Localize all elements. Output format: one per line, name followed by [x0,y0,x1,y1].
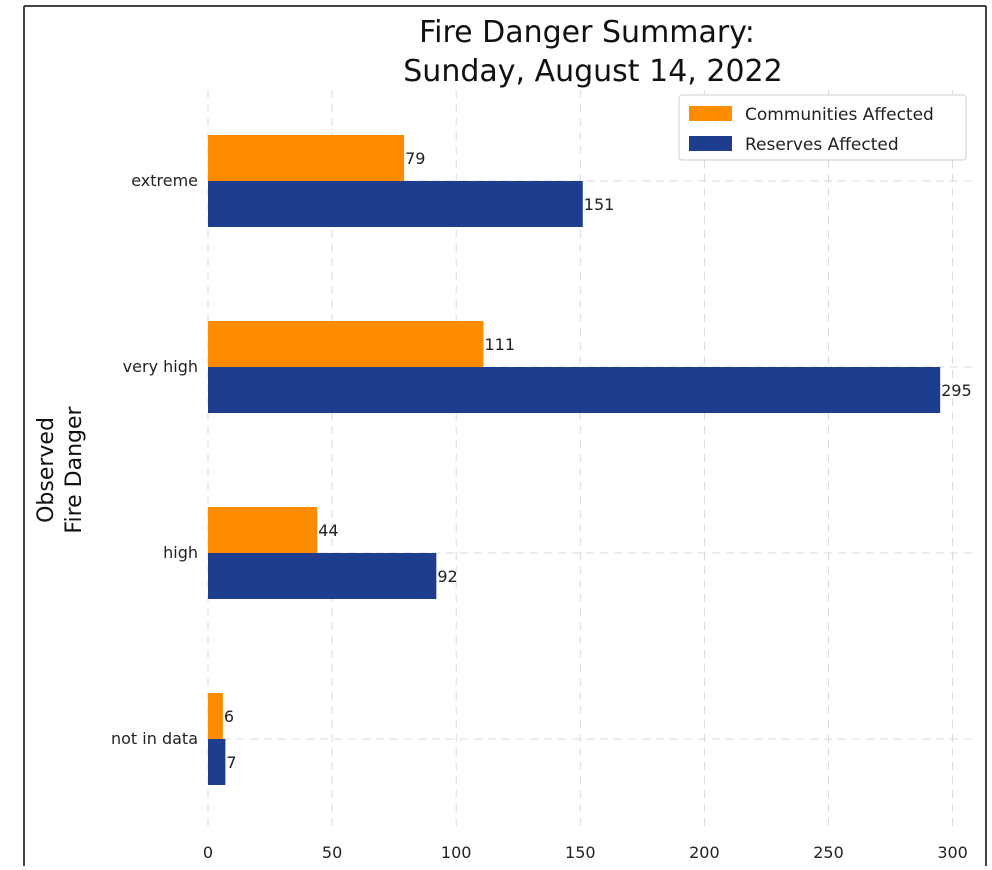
y-tick-label-extreme: extreme [131,171,198,190]
y-axis-title-line-2: Fire Danger [62,405,87,533]
legend: Communities Affected Reserves Affected [678,94,967,161]
bars [208,135,941,785]
x-tick-label-100: 100 [441,843,472,862]
data-label-reserves-affected-high: 92 [437,567,457,586]
legend-label-reserves: Reserves Affected [745,135,899,155]
y-tick-label-very-high: very high [123,357,198,376]
y-axis-title-line-1: Observed [34,417,59,523]
chart-frame [23,5,987,866]
bar-communities-affected-high [208,507,318,553]
x-tick-label-0: 0 [203,843,213,862]
y-axis-tick-labels: extreme very high high not in data [111,171,198,748]
bar-reserves-affected-very-high [208,367,941,413]
legend-box [678,94,967,161]
y-axis-title: Observed Fire Danger [34,405,87,533]
data-label-communities-affected-extreme: 79 [405,149,425,168]
bar-communities-affected-not-in-data [208,693,223,739]
data-label-communities-affected-very-high: 111 [485,335,516,354]
legend-label-communities: Communities Affected [745,105,934,125]
data-label-reserves-affected-not-in-data: 7 [226,753,236,772]
x-tick-label-300: 300 [937,843,968,862]
data-label-communities-affected-not-in-data: 6 [224,707,234,726]
bar-reserves-affected-extreme [208,181,583,227]
legend-swatch-communities [689,106,732,121]
x-tick-label-200: 200 [689,843,720,862]
bar-communities-affected-extreme [208,135,405,181]
bar-data-labels: 79 111 44 6 151 295 92 7 [224,149,972,772]
x-tick-label-150: 150 [565,843,596,862]
bar-reserves-affected-not-in-data [208,739,226,785]
data-label-reserves-affected-extreme: 151 [584,195,615,214]
x-tick-label-250: 250 [813,843,844,862]
x-tick-label-50: 50 [322,843,342,862]
x-axis-tick-labels: 0 50 100 150 200 250 300 [203,843,968,862]
chart-subtitle: Sunday, August 14, 2022 [403,54,782,89]
data-label-reserves-affected-very-high: 295 [941,381,972,400]
data-label-communities-affected-high: 44 [318,521,338,540]
bar-reserves-affected-high [208,553,437,599]
chart-title: Fire Danger Summary: [419,15,755,50]
legend-swatch-reserves [689,136,732,151]
y-tick-label-not-in-data: not in data [111,729,198,748]
y-tick-label-high: high [163,543,198,562]
bar-communities-affected-very-high [208,321,484,367]
